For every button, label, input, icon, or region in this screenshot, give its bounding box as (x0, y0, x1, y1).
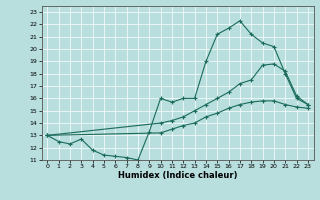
X-axis label: Humidex (Indice chaleur): Humidex (Indice chaleur) (118, 171, 237, 180)
